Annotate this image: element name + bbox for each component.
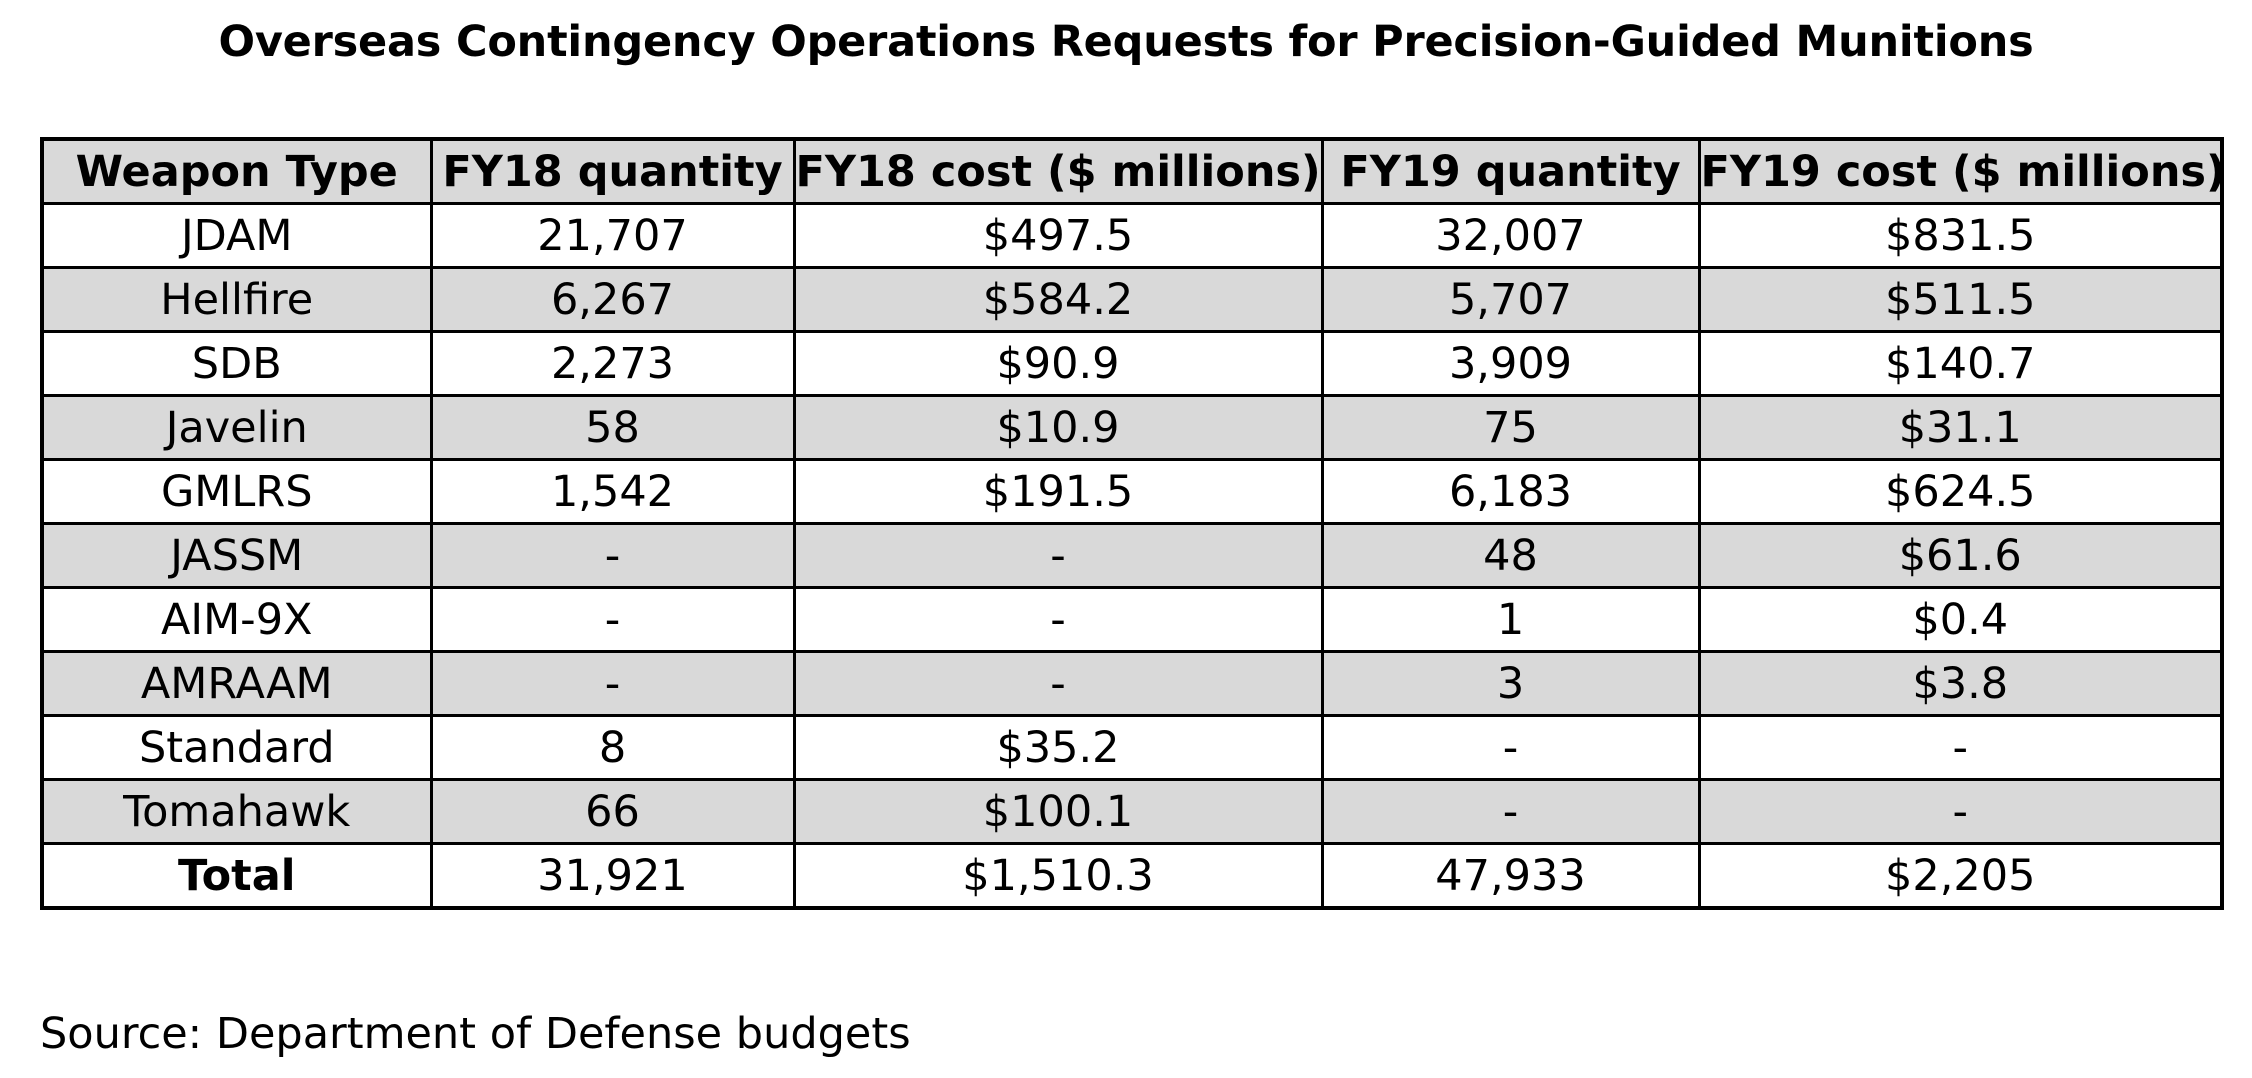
fy19-cost-cell: $140.7 — [1697, 330, 2224, 397]
table-row: AIM-9X - - 1 $0.4 — [40, 586, 2224, 653]
weapon-type-cell: JDAM — [40, 202, 433, 269]
weapon-type-cell: Javelin — [40, 394, 433, 461]
fy19-quantity-cell: 75 — [1320, 394, 1701, 461]
fy18-cost-cell: - — [792, 586, 1324, 653]
weapon-type-cell: Standard — [40, 714, 433, 781]
fy18-quantity-cell: 2,273 — [429, 330, 796, 397]
header-fy19-cost: FY19 cost ($ millions) — [1697, 137, 2224, 205]
fy19-cost-cell: $3.8 — [1697, 650, 2224, 717]
header-fy19-quantity: FY19 quantity — [1320, 137, 1701, 205]
header-fy18-cost: FY18 cost ($ millions) — [792, 137, 1324, 205]
fy18-quantity-cell: - — [429, 522, 796, 589]
total-row: Total 31,921 $1,510.3 47,933 $2,205 — [40, 842, 2224, 910]
fy19-cost-cell: $0.4 — [1697, 586, 2224, 653]
source-note: Source: Department of Defense budgets — [40, 1009, 911, 1059]
fy18-quantity-cell: - — [429, 586, 796, 653]
fy19-cost-cell: $31.1 — [1697, 394, 2224, 461]
fy19-quantity-cell: 48 — [1320, 522, 1701, 589]
fy18-cost-cell: $90.9 — [792, 330, 1324, 397]
fy19-quantity-cell: - — [1320, 714, 1701, 781]
fy18-quantity-cell: 6,267 — [429, 266, 796, 333]
header-row: Weapon Type FY18 quantity FY18 cost ($ m… — [40, 137, 2224, 205]
fy18-cost-cell: $100.1 — [792, 778, 1324, 845]
header-fy18-quantity: FY18 quantity — [429, 137, 796, 205]
fy19-cost-cell: $831.5 — [1697, 202, 2224, 269]
fy19-quantity-cell: 6,183 — [1320, 458, 1701, 525]
total-fy19-cost-cell: $2,205 — [1697, 842, 2224, 910]
table-row: JASSM - - 48 $61.6 — [40, 522, 2224, 589]
fy18-cost-cell: - — [792, 522, 1324, 589]
fy18-cost-cell: $35.2 — [792, 714, 1324, 781]
header-weapon-type: Weapon Type — [40, 137, 433, 205]
table-title: Overseas Contingency Operations Requests… — [218, 17, 2034, 67]
table-row: Tomahawk 66 $100.1 - - — [40, 778, 2224, 845]
fy19-quantity-cell: - — [1320, 778, 1701, 845]
fy18-quantity-cell: 66 — [429, 778, 796, 845]
table-row: Javelin 58 $10.9 75 $31.1 — [40, 394, 2224, 461]
fy19-cost-cell: $61.6 — [1697, 522, 2224, 589]
fy18-quantity-cell: - — [429, 650, 796, 717]
weapon-type-cell: GMLRS — [40, 458, 433, 525]
fy18-cost-cell: - — [792, 650, 1324, 717]
table-row: Hellfire 6,267 $584.2 5,707 $511.5 — [40, 266, 2224, 333]
total-fy19-quantity-cell: 47,933 — [1320, 842, 1701, 910]
fy18-cost-cell: $191.5 — [792, 458, 1324, 525]
fy19-quantity-cell: 1 — [1320, 586, 1701, 653]
fy19-quantity-cell: 3 — [1320, 650, 1701, 717]
fy18-quantity-cell: 1,542 — [429, 458, 796, 525]
table-row: GMLRS 1,542 $191.5 6,183 $624.5 — [40, 458, 2224, 525]
fy19-quantity-cell: 5,707 — [1320, 266, 1701, 333]
weapon-type-cell: JASSM — [40, 522, 433, 589]
total-label-cell: Total — [40, 842, 433, 910]
table-row: Standard 8 $35.2 - - — [40, 714, 2224, 781]
fy19-cost-cell: $511.5 — [1697, 266, 2224, 333]
fy18-quantity-cell: 58 — [429, 394, 796, 461]
fy18-cost-cell: $584.2 — [792, 266, 1324, 333]
weapon-type-cell: Tomahawk — [40, 778, 433, 845]
total-fy18-quantity-cell: 31,921 — [429, 842, 796, 910]
fy19-cost-cell: - — [1697, 714, 2224, 781]
fy19-quantity-cell: 32,007 — [1320, 202, 1701, 269]
munitions-table: Weapon Type FY18 quantity FY18 cost ($ m… — [40, 137, 2224, 910]
fy18-quantity-cell: 8 — [429, 714, 796, 781]
weapon-type-cell: Hellfire — [40, 266, 433, 333]
table-row: SDB 2,273 $90.9 3,909 $140.7 — [40, 330, 2224, 397]
weapon-type-cell: SDB — [40, 330, 433, 397]
fy19-cost-cell: $624.5 — [1697, 458, 2224, 525]
total-fy18-cost-cell: $1,510.3 — [792, 842, 1324, 910]
table-row: AMRAAM - - 3 $3.8 — [40, 650, 2224, 717]
table-row: JDAM 21,707 $497.5 32,007 $831.5 — [40, 202, 2224, 269]
fy18-cost-cell: $10.9 — [792, 394, 1324, 461]
fy19-cost-cell: - — [1697, 778, 2224, 845]
fy19-quantity-cell: 3,909 — [1320, 330, 1701, 397]
weapon-type-cell: AIM-9X — [40, 586, 433, 653]
weapon-type-cell: AMRAAM — [40, 650, 433, 717]
fy18-cost-cell: $497.5 — [792, 202, 1324, 269]
fy18-quantity-cell: 21,707 — [429, 202, 796, 269]
